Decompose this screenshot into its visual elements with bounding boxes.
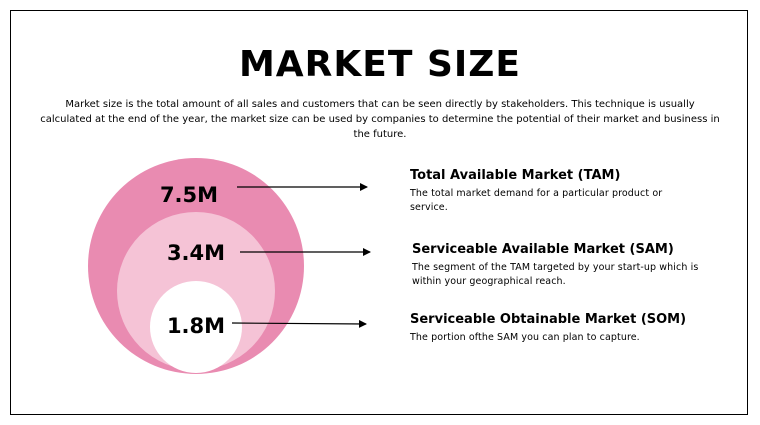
som-description: The portion ofthe SAM you can plan to ca… [410,332,640,343]
sam-description: The segment of the TAM targeted by your … [412,262,699,287]
slide-frame [10,10,748,415]
tam-title: Total Available Market (TAM) [410,168,621,183]
som-title: Serviceable Obtainable Market (SOM) [410,312,687,327]
sam-title: Serviceable Available Market (SAM) [412,242,674,257]
som-block: Serviceable Obtainable Market (SOM) The … [410,311,700,345]
intro-paragraph: Market size is the total amount of all s… [40,99,720,140]
tam-block: Total Available Market (TAM) The total m… [410,167,700,215]
som-arrow [231,319,367,328]
tam-description: The total market demand for a particular… [410,188,663,213]
sam-block: Serviceable Available Market (SAM) The s… [412,241,702,289]
tam-value: 7.5M [160,183,218,207]
som-value: 1.8M [167,314,225,338]
page-title: MARKET SIZE [238,44,521,85]
som-circle [150,281,242,373]
sam-value: 3.4M [167,241,225,265]
